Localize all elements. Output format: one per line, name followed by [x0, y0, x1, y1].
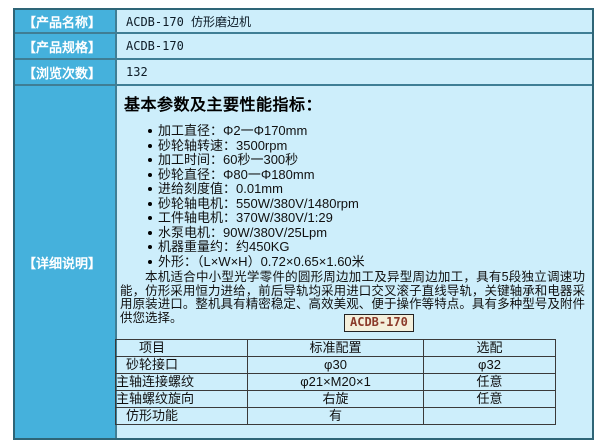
config-standard-cell: 有 — [247, 407, 424, 425]
table-row: 砂轮接口 φ30 φ32 — [115, 356, 556, 374]
config-item-cell: 主轴连接螺纹 — [115, 373, 248, 391]
bullet-machining-time: 加工时间：60秒一300秒 — [117, 152, 586, 168]
config-standard-cell: φ30 — [247, 356, 424, 374]
bullet-feed-scale-value: 进给刻度值：0.01mm — [117, 181, 586, 197]
bullet-water-pump-motor: 水泵电机：90W/380V/25Lpm — [117, 225, 586, 241]
config-item-cell: 砂轮接口 — [115, 356, 248, 374]
config-item-cell: 仿形功能 — [115, 407, 248, 425]
config-optional-cell — [423, 407, 556, 425]
config-standard-cell: 右旋 — [247, 390, 424, 408]
config-item-cell: 主轴螺纹旋向 — [115, 390, 248, 408]
bullet-workpiece-spindle-motor: 工件轴电机：370W/380V/1:29 — [117, 210, 586, 226]
table-row: 主轴螺纹旋向 右旋 任意 — [115, 390, 556, 408]
product-info-table: 【产品名称】 ACDB-170 仿形磨边机 【产品规格】 ACDB-170 【浏… — [13, 8, 594, 440]
product-name-text: ACDB-170 仿形磨边机 — [126, 14, 252, 29]
row-value-product-name: ACDB-170 仿形磨边机 — [117, 10, 592, 32]
row-value-product-spec: ACDB-170 — [117, 34, 592, 58]
config-header-row: 项目 标准配置 选配 — [115, 339, 556, 357]
row-label-product-name: 【产品名称】 — [15, 10, 115, 32]
config-standard-cell: φ21×M20×1 — [247, 373, 424, 391]
config-item-text: 砂轮接口 — [125, 357, 178, 372]
config-optional-cell: φ32 — [423, 356, 556, 374]
spec-bullet-list: 加工直径：Φ2一Φ170mm 砂轮轴转速：3500rpm 加工时间：60秒一30… — [117, 123, 586, 270]
config-item-text: 主轴连接螺纹 — [116, 374, 195, 389]
config-item-text: 主轴螺纹旋向 — [116, 391, 195, 406]
bullet-wheel-spindle-motor: 砂轮轴电机：550W/380V/1480rpm — [117, 196, 586, 212]
section-heading: 基本参数及主要性能指标： — [124, 97, 323, 114]
config-optional-cell: 任意 — [423, 373, 556, 391]
row-value-view-count: 132 — [117, 60, 592, 84]
table-row: 主轴连接螺纹 φ21×M20×1 任意 — [115, 373, 556, 391]
config-item-text: 仿形功能 — [125, 408, 178, 423]
model-badge-button[interactable]: ACDB-170 — [344, 314, 414, 332]
bullet-machine-weight: 机器重量约：约450KG — [117, 239, 586, 255]
view-count-text: 132 — [126, 65, 148, 79]
table-row: 仿形功能 有 — [115, 407, 556, 425]
configuration-table: 项目 标准配置 选配 砂轮接口 φ30 φ32 主轴连接螺纹 φ21×M20×1… — [115, 339, 556, 425]
bullet-wheel-diameter: 砂轮直径：Φ80一Φ180mm — [117, 167, 586, 183]
bullet-wheel-spindle-speed: 砂轮轴转速：3500rpm — [117, 138, 586, 154]
config-header-optional: 选配 — [423, 339, 556, 357]
config-header-item: 项目 — [115, 339, 248, 357]
config-optional-cell: 任意 — [423, 390, 556, 408]
product-spec-text: ACDB-170 — [126, 39, 184, 53]
bullet-dimensions: 外形：（L×W×H）0.72×0.65×1.60米 — [117, 254, 586, 270]
detail-description-cell: 基本参数及主要性能指标： 加工直径：Φ2一Φ170mm 砂轮轴转速：3500rp… — [115, 86, 592, 438]
bullet-machining-diameter: 加工直径：Φ2一Φ170mm — [117, 123, 586, 139]
row-label-product-spec: 【产品规格】 — [15, 34, 115, 58]
description-paragraph: 本机适合中小型光学零件的圆形周边加工及异型周边加工，具有5段独立调速功能，仿形采… — [120, 270, 585, 325]
config-header-item-text: 项目 — [138, 340, 165, 355]
config-header-standard: 标准配置 — [247, 339, 424, 357]
row-label-detail-description: 【详细说明】 — [15, 86, 115, 438]
row-label-view-count: 【浏览次数】 — [15, 60, 115, 84]
